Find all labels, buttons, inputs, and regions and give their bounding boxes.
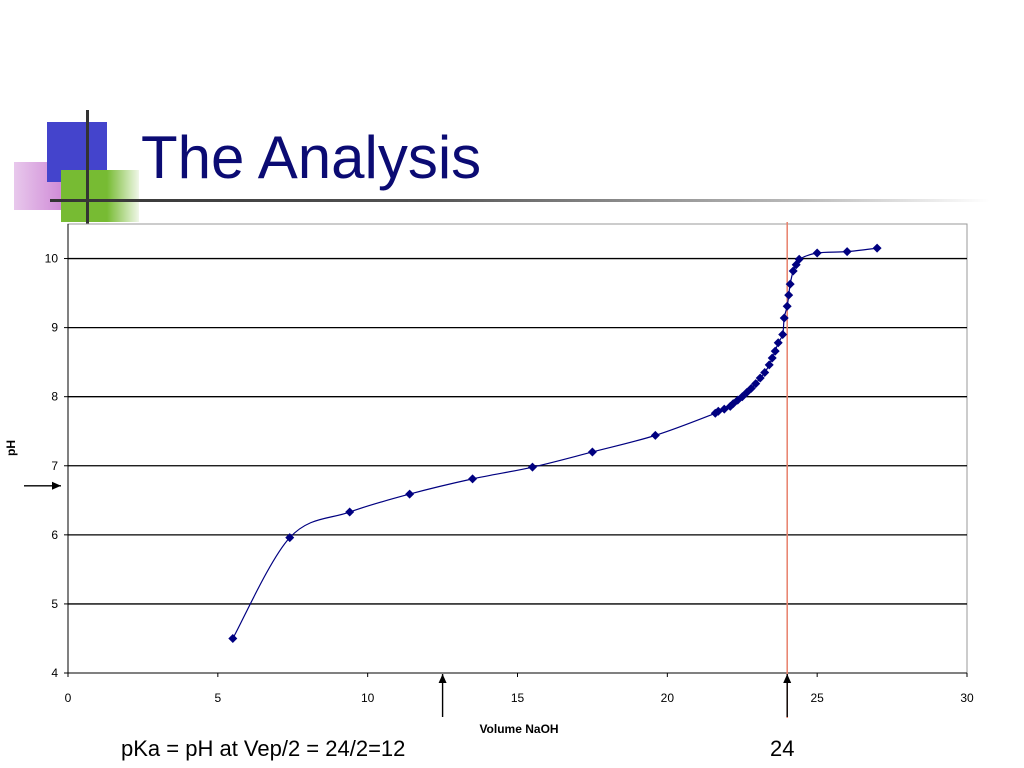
data-point bbox=[650, 430, 660, 440]
data-point bbox=[468, 474, 478, 484]
arrow-head bbox=[52, 481, 61, 490]
y-tick-label: 8 bbox=[51, 390, 58, 404]
x-tick-label: 20 bbox=[661, 691, 675, 705]
data-point bbox=[746, 383, 756, 393]
pka-note: pKa = pH at Vep/2 = 24/2=12 bbox=[121, 736, 406, 761]
data-point bbox=[770, 346, 780, 356]
data-point bbox=[228, 633, 238, 643]
plot-area bbox=[67, 223, 968, 674]
ph-arrow bbox=[24, 481, 61, 490]
y-tick-label: 5 bbox=[51, 597, 58, 611]
half-equivalence-arrow bbox=[438, 674, 447, 717]
x-tick-label: 25 bbox=[810, 691, 824, 705]
data-point bbox=[778, 330, 788, 340]
x-axis-title: Volume NaOH bbox=[479, 722, 558, 736]
y-axis-title: pH bbox=[4, 440, 18, 456]
title-underline bbox=[50, 199, 990, 202]
data-point bbox=[767, 353, 777, 363]
y-tick-label: 10 bbox=[45, 252, 59, 266]
arrow-head bbox=[438, 674, 447, 683]
data-point bbox=[751, 379, 761, 389]
y-tick-label: 4 bbox=[51, 666, 58, 680]
decor-fade bbox=[107, 122, 147, 222]
y-tick-label: 7 bbox=[51, 459, 58, 473]
data-point bbox=[788, 266, 798, 276]
data-point bbox=[872, 243, 882, 253]
x-tick-label: 0 bbox=[65, 691, 72, 705]
data-point bbox=[812, 248, 822, 258]
decor-vertical-line bbox=[86, 110, 89, 228]
arrow-head bbox=[783, 674, 792, 683]
data-point bbox=[785, 279, 795, 289]
data-point bbox=[779, 313, 789, 323]
equivalence-arrow bbox=[783, 674, 792, 717]
data-point bbox=[760, 368, 770, 378]
data-point bbox=[782, 301, 792, 311]
x-tick-label: 10 bbox=[361, 691, 375, 705]
data-point bbox=[755, 373, 765, 383]
data-point bbox=[285, 533, 295, 543]
data-point bbox=[784, 290, 794, 300]
data-point bbox=[587, 447, 597, 457]
data-point bbox=[527, 462, 537, 472]
data-point bbox=[345, 507, 355, 517]
y-tick-label: 9 bbox=[51, 321, 58, 335]
slide-title: The Analysis bbox=[141, 124, 482, 191]
y-tick-label: 6 bbox=[51, 528, 58, 542]
x-tick-label: 5 bbox=[214, 691, 221, 705]
data-point bbox=[794, 254, 804, 264]
data-point bbox=[842, 247, 852, 257]
x-tick-label: 15 bbox=[511, 691, 525, 705]
data-point bbox=[764, 360, 774, 370]
x-tick-label: 30 bbox=[960, 691, 974, 705]
data-point bbox=[405, 489, 415, 499]
data-point bbox=[773, 338, 783, 348]
endpoint-note: 24 bbox=[770, 736, 795, 761]
